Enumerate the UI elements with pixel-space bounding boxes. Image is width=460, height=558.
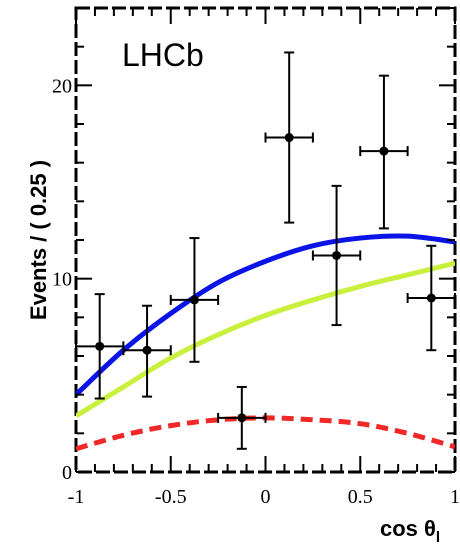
y-tick-label: 0 (62, 462, 72, 484)
data-point-8 (406, 244, 456, 352)
data-point-2 (122, 304, 172, 398)
x-tick-label: 0 (261, 486, 271, 508)
plot-frame (74, 6, 457, 474)
data-marker (332, 250, 342, 260)
y-tick-label: 20 (52, 75, 72, 97)
data-point-5 (264, 51, 314, 224)
x-axis-label-main: cos θ (380, 516, 436, 541)
data-point-6 (311, 184, 362, 327)
y-axis-label: Events / ( 0.25 ) (26, 160, 51, 320)
x-axis-label-subscript: l (436, 529, 440, 546)
data-marker (379, 146, 389, 156)
data-point-1 (75, 293, 125, 400)
points-layer (75, 51, 456, 450)
data-point-3 (169, 237, 220, 363)
fit-curve-2 (76, 260, 455, 419)
fit-curve-1 (76, 233, 455, 397)
x-axis-label: cos θl (380, 516, 440, 546)
data-marker (95, 341, 105, 351)
data-marker (284, 133, 294, 143)
data-marker (142, 345, 152, 355)
y-tick-label: 10 (52, 269, 72, 291)
data-point-4 (217, 385, 267, 450)
experiment-label: LHCb (122, 37, 204, 73)
x-tick-label: -0.5 (155, 486, 187, 508)
data-marker (426, 293, 436, 303)
data-marker (189, 295, 199, 305)
data-marker (237, 413, 247, 423)
data-point-7 (359, 74, 409, 230)
x-tick-label: 1 (450, 486, 460, 508)
x-tick-label: -1 (68, 486, 85, 508)
x-tick-label: 0.5 (348, 486, 373, 508)
